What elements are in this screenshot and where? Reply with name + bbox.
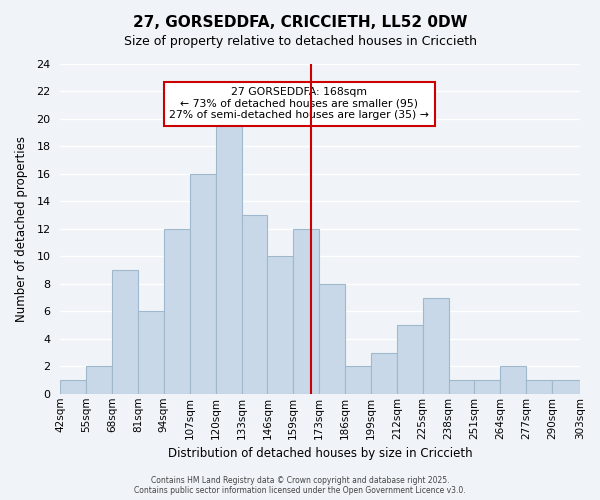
Bar (190, 174, 215, 394)
Bar (526, 380, 552, 394)
Bar (112, 270, 138, 394)
Bar (371, 352, 397, 394)
Text: Contains HM Land Registry data © Crown copyright and database right 2025.
Contai: Contains HM Land Registry data © Crown c… (134, 476, 466, 495)
Y-axis label: Number of detached properties: Number of detached properties (15, 136, 28, 322)
Bar (500, 366, 526, 394)
Text: 27, GORSEDDFA, CRICCIETH, LL52 0DW: 27, GORSEDDFA, CRICCIETH, LL52 0DW (133, 15, 467, 30)
Bar (293, 229, 319, 394)
Text: Size of property relative to detached houses in Criccieth: Size of property relative to detached ho… (124, 35, 476, 48)
Bar (86, 366, 112, 394)
Bar (61, 380, 86, 394)
Bar (345, 366, 371, 394)
Bar (268, 256, 293, 394)
Bar (552, 380, 580, 394)
Bar (215, 119, 242, 394)
Bar (397, 325, 422, 394)
Bar (422, 298, 449, 394)
Text: 27 GORSEDDFA: 168sqm
← 73% of detached houses are smaller (95)
27% of semi-detac: 27 GORSEDDFA: 168sqm ← 73% of detached h… (169, 87, 430, 120)
Bar (449, 380, 475, 394)
Bar (164, 229, 190, 394)
Bar (138, 312, 164, 394)
Bar (475, 380, 500, 394)
X-axis label: Distribution of detached houses by size in Criccieth: Distribution of detached houses by size … (168, 447, 472, 460)
Bar (242, 215, 268, 394)
Bar (319, 284, 345, 394)
